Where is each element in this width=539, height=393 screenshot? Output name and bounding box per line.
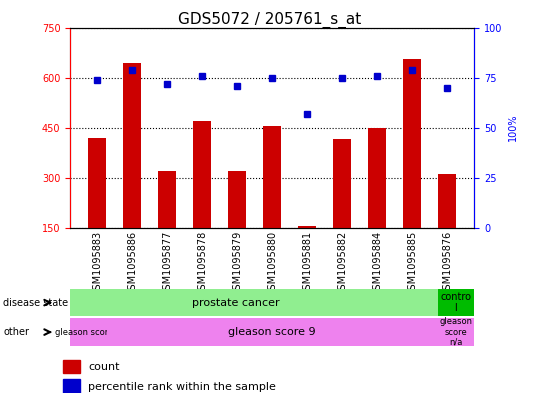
Text: disease state: disease state	[3, 298, 68, 308]
Bar	[88, 138, 106, 228]
Bar	[158, 171, 176, 228]
Bar	[404, 59, 421, 228]
Bar	[299, 226, 316, 228]
Text: percentile rank within the sample: percentile rank within the sample	[88, 382, 277, 392]
Bar	[63, 379, 80, 393]
Text: count: count	[88, 362, 120, 373]
Text: GDS5072 / 205761_s_at: GDS5072 / 205761_s_at	[178, 12, 361, 28]
Y-axis label: 100%: 100%	[508, 114, 518, 141]
Bar	[63, 360, 80, 373]
Bar	[334, 140, 351, 228]
Text: prostate cancer: prostate cancer	[192, 298, 279, 308]
Text: gleason
score
n/a: gleason score n/a	[439, 317, 473, 347]
Text: gleason score 9: gleason score 9	[229, 327, 316, 337]
Bar	[123, 62, 141, 228]
Bar	[194, 121, 211, 228]
Bar	[369, 128, 386, 228]
Bar	[229, 171, 246, 228]
Bar	[264, 126, 281, 228]
Text: other: other	[3, 327, 29, 337]
Text: gleason score 8: gleason score 8	[56, 328, 122, 336]
Bar	[438, 174, 456, 228]
Text: contro
l: contro l	[440, 292, 472, 313]
